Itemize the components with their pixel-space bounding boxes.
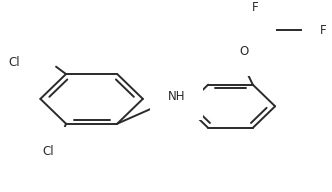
Text: Cl: Cl [9,56,20,69]
Text: O: O [239,45,248,58]
Text: F: F [252,1,259,14]
Text: Cl: Cl [43,145,54,158]
Text: F: F [320,24,326,37]
Text: NH: NH [168,90,186,103]
